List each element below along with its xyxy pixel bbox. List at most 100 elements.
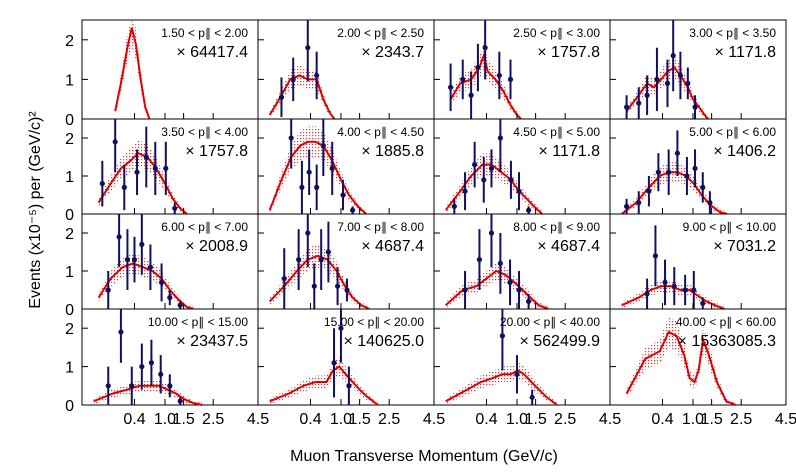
panel-frame (609, 308, 787, 406)
data-marker (682, 287, 688, 293)
data-point (525, 206, 532, 214)
data-marker (129, 383, 135, 389)
panel-p-parallel-label: 5.00 < p∥ < 6.00 (689, 125, 776, 139)
data-point (497, 119, 503, 173)
data-marker (664, 80, 671, 86)
data-point (646, 176, 652, 207)
data-marker (305, 45, 311, 51)
data-point (172, 202, 178, 214)
data-marker (344, 287, 350, 293)
x-tick-label: 0.4 (299, 411, 321, 428)
y-tick-label: 1 (65, 360, 74, 377)
data-point (152, 141, 158, 195)
panel: 3.00 < p∥ < 3.50 × 1171.8 (609, 19, 787, 120)
mc-uncertainty-band (445, 361, 558, 405)
data-marker (481, 177, 487, 183)
data-marker (496, 72, 502, 79)
data-marker (529, 394, 535, 400)
data-point (488, 214, 495, 268)
x-tick-label: 2.5 (554, 411, 576, 428)
data-marker (318, 257, 324, 263)
data-point (143, 126, 149, 188)
data-marker (623, 203, 630, 209)
data-point (664, 59, 671, 108)
x-axis-label: Muon Transverse Momentum (GeV/c) (290, 448, 558, 465)
data-point (516, 172, 522, 211)
x-tick-label: 2.5 (730, 411, 752, 428)
data-marker (325, 249, 331, 255)
data-point (460, 59, 466, 100)
panel-p-parallel-label: 15.00 < p∥ < 20.00 (324, 315, 424, 329)
data-marker (508, 177, 514, 183)
panel-scale-factor: × 1757.8 (185, 143, 248, 160)
data-marker (152, 165, 158, 171)
data-marker (143, 154, 149, 160)
panel-p-parallel-label: 3.50 < p∥ < 4.00 (161, 125, 248, 139)
data-marker (499, 333, 506, 339)
data-point (700, 172, 706, 203)
data-point (472, 141, 478, 188)
panel-scale-factor: × 4687.4 (361, 238, 424, 255)
data-point (147, 244, 154, 290)
data-marker (314, 184, 320, 190)
data-point (529, 389, 535, 405)
data-point (305, 20, 311, 82)
panel-scale-factor: × 23437.5 (176, 333, 248, 350)
data-marker (677, 72, 684, 79)
data-marker (105, 287, 111, 293)
data-marker (299, 184, 305, 190)
data-point (340, 179, 346, 211)
mc-prediction-line (97, 262, 194, 310)
data-point (476, 229, 483, 290)
panel: 4.00 < p∥ < 4.50 × 1885.8 (257, 118, 435, 215)
y-tick-label: 0 (65, 112, 74, 129)
data-point (167, 290, 173, 306)
data-point (116, 214, 122, 268)
data-point (525, 293, 532, 309)
data-marker (124, 257, 131, 263)
panel-scale-factor: × 1885.8 (361, 143, 424, 160)
data-point (682, 274, 688, 306)
data-marker (320, 143, 326, 149)
data-point (636, 87, 642, 119)
panel: 7.00 < p∥ < 8.00 × 4687.4 (257, 213, 435, 310)
data-marker (692, 104, 698, 110)
data-point (281, 248, 287, 309)
x-tick-label: 1.5 (524, 411, 546, 428)
data-point (655, 153, 661, 192)
panel: 4.50 < p∥ < 5.00 × 1171.8 (433, 118, 611, 215)
data-point (499, 309, 506, 371)
data-point (320, 119, 326, 176)
data-marker (99, 181, 105, 187)
data-marker (644, 291, 650, 297)
panel-scale-factor: × 2008.9 (185, 238, 248, 255)
data-marker (158, 279, 165, 285)
data-point (349, 206, 356, 214)
data-point (516, 271, 522, 309)
panel-grid: 0 1 2 1.50 < p∥ < 2.00 × 64417.4 2.00 < p∥ < … (65, 19, 796, 428)
data-point (462, 271, 468, 309)
data-point (496, 51, 502, 100)
data-marker (147, 264, 154, 270)
data-marker (488, 230, 495, 236)
data-point (691, 271, 697, 309)
data-point (131, 236, 138, 283)
data-marker (700, 300, 706, 306)
panel-p-parallel-label: 40.00 < p∥ < 60.00 (676, 315, 776, 329)
data-point (124, 229, 131, 290)
mc-prediction-line (444, 163, 543, 215)
mc-prediction-line (625, 330, 737, 406)
x-tick-label: 4.5 (599, 411, 621, 428)
panel: 0 1 2 3.50 < p∥ < 4.00 × 1757.8 (65, 118, 259, 224)
data-marker (525, 298, 532, 304)
data-point (99, 160, 105, 207)
data-marker (516, 287, 522, 293)
panel-frame (257, 19, 435, 120)
panel-frame (81, 19, 259, 120)
data-marker (497, 135, 503, 141)
data-marker (118, 329, 124, 335)
data-marker (475, 64, 481, 71)
panel: 0 1 2 6.00 < p∥ < 7.00 × 2008.9 (65, 213, 259, 319)
data-point (129, 366, 135, 405)
panel-p-parallel-label: 9.00 < p∥ < 10.00 (683, 220, 777, 234)
